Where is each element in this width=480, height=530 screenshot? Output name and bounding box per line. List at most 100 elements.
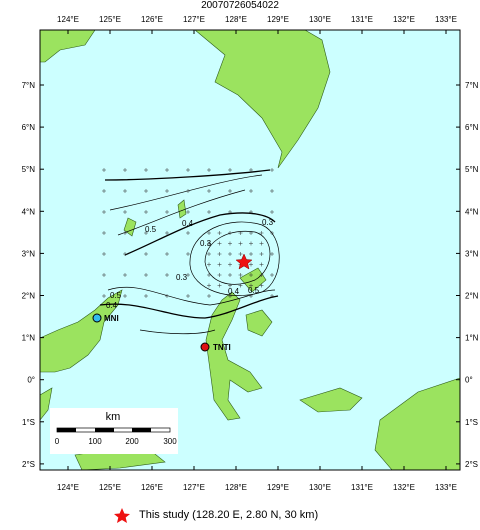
lon-label: 129°E	[267, 483, 289, 492]
contour-label-group: 0.5 0.4 0.3 0.3 0.4 0.5 0.4 0.3 0.5	[106, 218, 274, 310]
plus-mark	[123, 273, 127, 277]
plus-mark	[123, 231, 127, 235]
plus-mark	[228, 168, 232, 172]
plus-mark	[165, 294, 169, 298]
plus-mark	[123, 189, 127, 193]
lon-label: 124°E	[57, 483, 79, 492]
plus-mark	[228, 210, 232, 214]
plus-mark	[270, 294, 274, 298]
station-marker	[92, 313, 102, 323]
plus-mark	[249, 273, 253, 277]
plus-mark	[228, 283, 232, 288]
plus-mark	[144, 252, 148, 256]
plus-mark	[186, 294, 190, 298]
plus-mark	[186, 189, 190, 193]
station-label: TNTI	[213, 343, 231, 352]
lon-label: 124°E	[57, 15, 79, 24]
plus-mark	[259, 241, 264, 246]
lon-label: 130°E	[309, 15, 331, 24]
lon-label: 132°E	[393, 483, 415, 492]
lat-label: 6°N	[22, 123, 36, 132]
plus-mark	[238, 283, 243, 288]
plus-mark	[228, 273, 232, 277]
scale-unit: km	[106, 411, 121, 423]
lon-label: 126°E	[141, 15, 163, 24]
plus-mark	[228, 294, 232, 298]
lat-label: 6°N	[465, 123, 479, 132]
plus-mark	[259, 283, 264, 288]
plus-mark	[217, 262, 222, 267]
contour-label: 0.4	[106, 301, 118, 310]
lon-label: 126°E	[141, 483, 163, 492]
plus-mark	[207, 241, 211, 246]
plus-mark	[165, 252, 169, 256]
plus-mark	[238, 231, 243, 235]
plus-mark	[270, 189, 274, 193]
plus-mark	[249, 241, 253, 246]
lat-label: 1°N	[22, 334, 36, 343]
plus-mark	[249, 252, 253, 256]
plus-mark	[207, 273, 211, 277]
lat-label: 2°S	[22, 460, 35, 469]
contour-label: 0.4	[228, 287, 240, 296]
legend-label: This study (128.20 E, 2.80 N, 30 km)	[139, 509, 318, 521]
scale-tick: 100	[88, 437, 102, 446]
station-marker	[200, 342, 210, 352]
plus-mark	[144, 273, 148, 277]
plus-mark	[123, 210, 127, 214]
scale-bar-seg	[57, 428, 76, 432]
plus-mark	[270, 252, 274, 256]
plus-mark	[102, 294, 106, 298]
plus-mark	[270, 168, 274, 172]
plus-mark	[249, 294, 253, 298]
lon-label: 131°E	[351, 15, 373, 24]
plus-mark	[217, 252, 222, 256]
plus-mark	[165, 168, 169, 172]
plus-mark	[249, 262, 253, 267]
lon-label: 125°E	[99, 15, 121, 24]
plus-mark	[207, 262, 211, 267]
lat-label: 0°	[465, 376, 473, 385]
scale-tick: 200	[125, 437, 139, 446]
plus-mark	[144, 189, 148, 193]
plus-mark	[207, 283, 211, 288]
plus-mark	[165, 189, 169, 193]
plus-mark	[165, 231, 169, 235]
lon-label: 125°E	[99, 483, 121, 492]
plus-mark	[259, 262, 264, 267]
lon-label: 130°E	[309, 483, 331, 492]
lon-label: 128°E	[225, 483, 247, 492]
plus-mark	[270, 273, 274, 277]
plus-mark	[228, 241, 232, 246]
plus-mark	[228, 231, 232, 235]
lat-label: 2°S	[465, 460, 478, 469]
plus-mark	[217, 273, 222, 277]
lat-label: 5°N	[22, 165, 36, 174]
plus-mark	[144, 210, 148, 214]
plus-mark	[102, 273, 106, 277]
station-label: MNI	[104, 314, 119, 323]
plus-mark	[123, 252, 127, 256]
lat-label: 0°	[27, 376, 35, 385]
frame	[39, 29, 461, 471]
contours	[99, 169, 280, 335]
contour-label: 0.3	[200, 239, 212, 248]
title: 20070726054022	[201, 0, 279, 11]
plus-mark	[144, 231, 148, 235]
plus-mark	[207, 168, 211, 172]
plus-mark	[228, 189, 232, 193]
contour-label: 0.3	[262, 218, 274, 227]
plus-mark	[249, 231, 253, 235]
lon-label: 129°E	[267, 15, 289, 24]
lon-label: 131°E	[351, 483, 373, 492]
plus-mark	[102, 189, 106, 193]
plus-mark	[238, 252, 243, 256]
lat-label: 1°S	[465, 418, 478, 427]
lat-label: 2°N	[22, 292, 36, 301]
plus-mark	[270, 231, 274, 235]
plus-mark	[270, 210, 274, 214]
lon-label: 127°E	[183, 15, 205, 24]
lon-label: 128°E	[225, 15, 247, 24]
plus-mark	[186, 252, 190, 256]
